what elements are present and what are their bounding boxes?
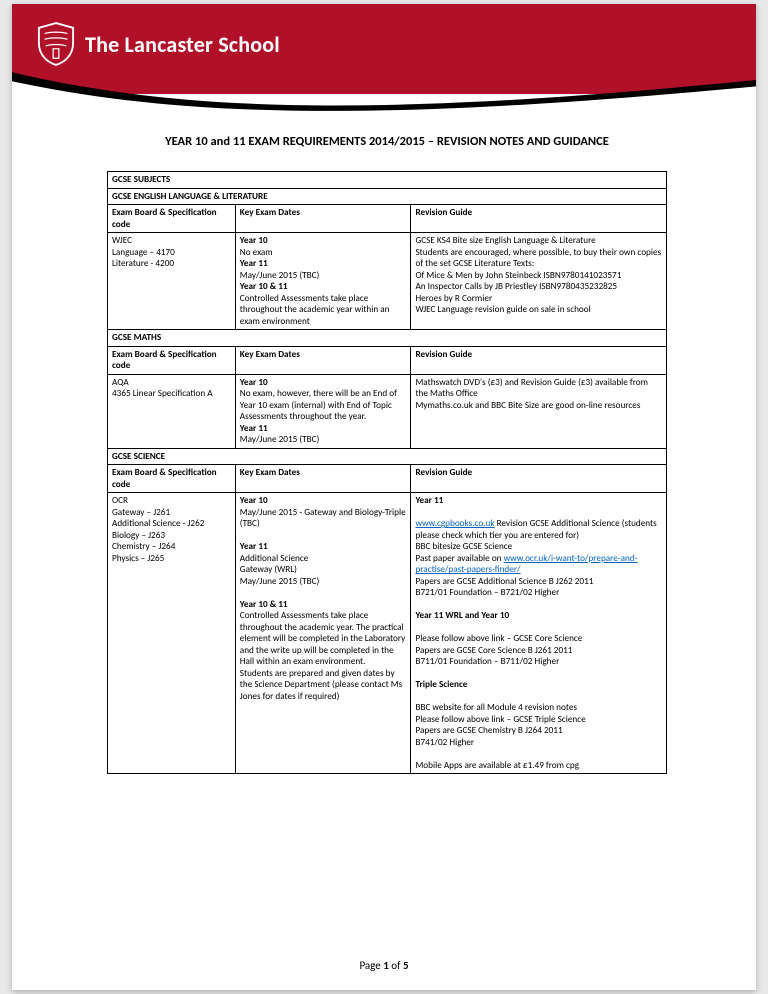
text: Gateway – J261 [112, 507, 170, 518]
text: May/June 2015 - Gateway and Biology-Trip… [240, 507, 406, 530]
english-dates-cell: Year 10 No exam Year 11 May/June 2015 (T… [235, 233, 411, 330]
science-guide-cell: Year 11 www.cgpbooks.co.uk Revision GCSE… [411, 493, 667, 774]
text: Biology – J263 [112, 530, 165, 541]
col-dates: Key Exam Dates [235, 465, 411, 493]
text: Triple Science [415, 679, 467, 690]
text: Mymaths.co.uk and BBC Bite Size are good… [415, 400, 640, 411]
text: Additional Science - J262 [112, 518, 204, 529]
text: Physics – J265 [112, 553, 164, 564]
school-name: The Lancaster School [85, 31, 280, 58]
text: May/June 2015 (TBC) [240, 434, 320, 445]
text: Papers are GCSE Chemistry B J264 2011 [415, 725, 562, 736]
section-maths: GCSE MATHS [108, 330, 667, 347]
text: May/June 2015 (TBC) [240, 270, 320, 281]
text: Year 10 [240, 377, 268, 388]
science-dates-cell: Year 10 May/June 2015 - Gateway and Biol… [235, 493, 411, 774]
text: Students are prepared and given dates by… [240, 668, 402, 702]
page-title: YEAR 10 and 11 EXAM REQUIREMENTS 2014/20… [107, 134, 667, 149]
maths-board-cell: AQA 4365 Linear Specification A [108, 374, 236, 448]
text: Year 10 [240, 495, 268, 506]
page-footer: Page 1 of 5 [12, 959, 756, 972]
maths-guide-cell: Mathswatch DVD's (£3) and Revision Guide… [411, 374, 667, 448]
table-row: WJEC Language – 4170 Literature - 4200 Y… [108, 233, 667, 330]
english-guide-cell: GCSE KS4 Bite size English Language & Li… [411, 233, 667, 330]
link-cgpbooks[interactable]: www.cgpbooks.co.uk [415, 518, 494, 529]
text: Language – 4170 [112, 247, 175, 258]
text: Literature - 4200 [112, 258, 174, 269]
text: Year 10 & 11 [240, 599, 288, 610]
text: Of Mice & Men by John Steinbeck ISBN9780… [415, 270, 621, 281]
text: Heroes by R Cormier [415, 293, 492, 304]
col-guide: Revision Guide [411, 465, 667, 493]
section-science: GCSE SCIENCE [108, 448, 667, 465]
col-guide: Revision Guide [411, 205, 667, 233]
text: Please follow above link – GCSE Triple S… [415, 714, 585, 725]
english-board-cell: WJEC Language – 4170 Literature - 4200 [108, 233, 236, 330]
maths-dates-cell: Year 10 No exam, however, there will be … [235, 374, 411, 448]
text: AQA [112, 377, 129, 388]
text: No exam [240, 247, 273, 258]
requirements-table: GCSE SUBJECTS GCSE ENGLISH LANGUAGE & LI… [107, 171, 667, 774]
text: Papers are GCSE Additional Science B J26… [415, 576, 593, 587]
text: BBC website for all Module 4 revision no… [415, 702, 577, 713]
text: OCR [112, 495, 128, 506]
text: B721/01 Foundation – B721/02 Higher [415, 587, 559, 598]
text: Past paper available on [415, 553, 503, 564]
content-area: YEAR 10 and 11 EXAM REQUIREMENTS 2014/20… [107, 134, 667, 774]
footer-page-total: 5 [403, 959, 409, 972]
text: Year 11 [240, 258, 268, 269]
col-dates: Key Exam Dates [235, 205, 411, 233]
text: Year 11 [415, 495, 443, 506]
text: May/June 2015 (TBC) [240, 576, 320, 587]
section-english: GCSE ENGLISH LANGUAGE & LITERATURE [108, 188, 667, 205]
text: Papers are GCSE Core Science B J261 2011 [415, 645, 572, 656]
text: Mobile Apps are available at £1.49 from … [415, 760, 579, 771]
header-swoosh-icon [12, 62, 756, 122]
col-board: Exam Board & Specification code [108, 205, 236, 233]
text: Additional Science [240, 553, 309, 564]
document-page: The Lancaster School YEAR 10 and 11 EXAM… [12, 4, 756, 990]
table-row: OCR Gateway – J261 Additional Science - … [108, 493, 667, 774]
text: B741/02 Higher [415, 737, 474, 748]
text: Year 10 [240, 235, 268, 246]
text: No exam, however, there will be an End o… [240, 388, 397, 422]
col-guide: Revision Guide [411, 346, 667, 374]
text: Controlled Assessments take place throug… [240, 293, 390, 327]
text: Chemistry – J264 [112, 541, 175, 552]
header-banner: The Lancaster School [12, 4, 756, 94]
text: Year 10 & 11 [240, 281, 288, 292]
text: Mathswatch DVD's (£3) and Revision Guide… [415, 377, 648, 400]
school-shield-icon [37, 22, 75, 66]
text: WJEC Language revision guide on sale in … [415, 304, 590, 315]
text: Controlled Assessments take place throug… [240, 610, 405, 667]
logo-row: The Lancaster School [37, 22, 280, 66]
text: Year 11 [240, 541, 268, 552]
text: BBC bitesize GCSE Science [415, 541, 512, 552]
text: 4365 Linear Specification A [112, 388, 213, 399]
text: WJEC [112, 235, 132, 246]
footer-middle: of [389, 959, 403, 972]
col-board: Exam Board & Specification code [108, 346, 236, 374]
col-board: Exam Board & Specification code [108, 465, 236, 493]
col-dates: Key Exam Dates [235, 346, 411, 374]
text: Year 11 [240, 423, 268, 434]
text: Students are encouraged, where possible,… [415, 247, 661, 270]
science-board-cell: OCR Gateway – J261 Additional Science - … [108, 493, 236, 774]
section-gcse-subjects: GCSE SUBJECTS [108, 172, 667, 189]
footer-prefix: Page [359, 959, 383, 972]
table-row: AQA 4365 Linear Specification A Year 10 … [108, 374, 667, 448]
text: Gateway (WRL) [240, 564, 297, 575]
text: Please follow above link – GCSE Core Sci… [415, 633, 582, 644]
text: Year 11 WRL and Year 10 [415, 610, 509, 621]
text: GCSE KS4 Bite size English Language & Li… [415, 235, 595, 246]
text: An Inspector Calls by JB Priestley ISBN9… [415, 281, 617, 292]
text: B711/01 Foundation – B711/02 Higher [415, 656, 559, 667]
